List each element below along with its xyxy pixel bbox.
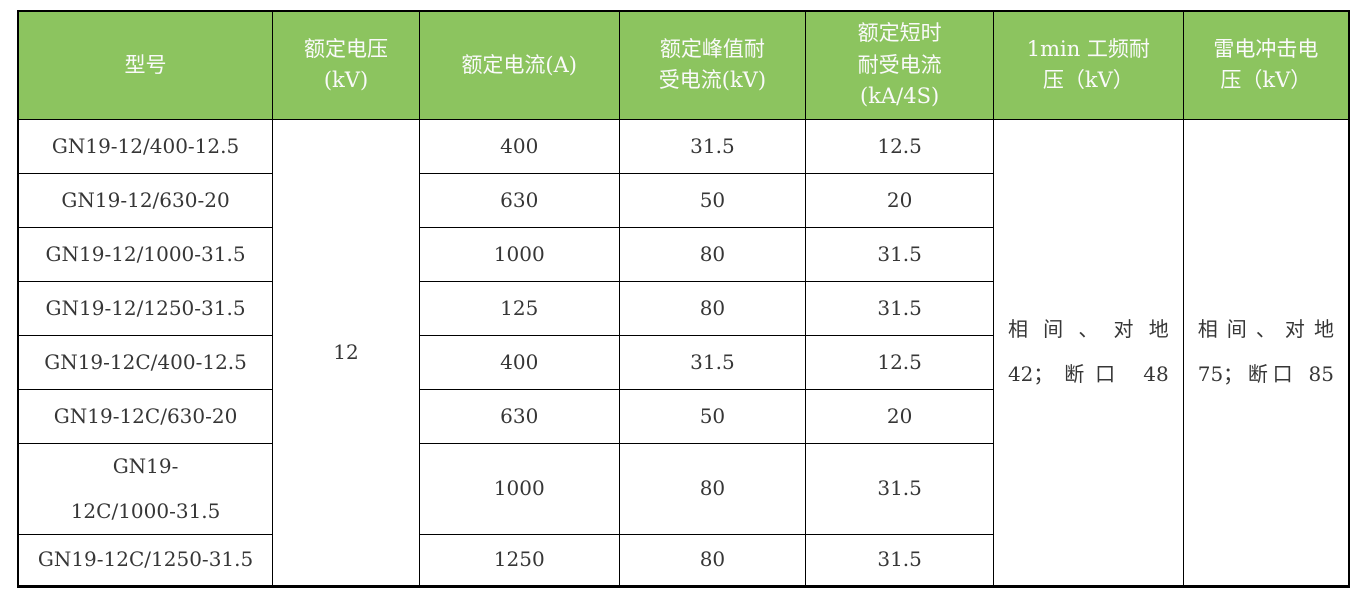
table-header-row: 型号 额定电压 (kV) 额定电流(A) 额定峰值耐 受电流(kV) 额定短时 … (17, 10, 1350, 120)
peak-withstand-cell: 31.5 (618, 118, 807, 174)
rated-current-cell: 400 (418, 334, 620, 390)
rated-current-cell: 630 (418, 172, 620, 228)
switch-spec-table: 型号 额定电压 (kV) 额定电流(A) 额定峰值耐 受电流(kV) 额定短时 … (17, 10, 1350, 588)
lightning-impulse-merged-cell: 相间、对地 75；断口 85 (1182, 118, 1350, 587)
model-cell: GN19-12/400-12.5 (17, 118, 274, 174)
peak-withstand-cell: 31.5 (618, 334, 807, 390)
header-short-time-withstand-current: 额定短时 耐受电流 (kA/4S) (805, 10, 994, 120)
peak-withstand-cell: 50 (618, 172, 807, 228)
model-cell: GN19-12/1250-31.5 (17, 280, 274, 336)
short-time-withstand-cell: 20 (805, 388, 994, 444)
short-time-withstand-cell: 12.5 (805, 118, 994, 174)
model-cell: GN19-12C/400-12.5 (17, 334, 274, 390)
rated-current-cell: 1250 (418, 533, 620, 587)
peak-withstand-cell: 50 (618, 388, 807, 444)
rated-voltage-merged-cell: 12 (272, 118, 420, 587)
model-cell: GN19-12C/1250-31.5 (17, 533, 274, 587)
table-row: GN19-12C/400-12.5 400 31.5 12.5 (17, 334, 1349, 390)
model-cell: GN19-12C/630-20 (17, 388, 274, 444)
header-lightning-impulse-voltage: 雷电冲击电 压（kV） (1182, 10, 1350, 120)
model-cell: GN19- 12C/1000-31.5 (17, 442, 274, 535)
peak-withstand-cell: 80 (618, 280, 807, 336)
short-time-withstand-cell: 31.5 (805, 280, 994, 336)
rated-current-cell: 400 (418, 118, 620, 174)
power-frequency-withstand-merged-cell: 相间、对地 42；断口 48 (992, 118, 1184, 587)
short-time-withstand-cell: 31.5 (805, 533, 994, 587)
table-row: GN19-12C/630-20 630 50 20 (17, 388, 1349, 444)
table-row: GN19-12/1250-31.5 125 80 31.5 (17, 280, 1349, 336)
header-power-frequency-withstand-voltage: 1min 工频耐 压（kV） (992, 10, 1184, 120)
short-time-withstand-cell: 20 (805, 172, 994, 228)
table-row: GN19-12C/1250-31.5 1250 80 31.5 (17, 533, 1349, 587)
header-model: 型号 (17, 10, 274, 120)
short-time-withstand-cell: 31.5 (805, 442, 994, 535)
header-rated-voltage: 额定电压 (kV) (272, 10, 420, 120)
peak-withstand-cell: 80 (618, 442, 807, 535)
table-row: GN19-12/400-12.5 12 400 31.5 12.5 相间、对地 … (17, 118, 1350, 587)
short-time-withstand-cell: 12.5 (805, 334, 994, 390)
rated-current-cell: 125 (418, 280, 620, 336)
header-rated-current: 额定电流(A) (418, 10, 620, 120)
rated-current-cell: 1000 (418, 226, 620, 282)
rated-current-cell: 1000 (418, 442, 620, 535)
table-row: GN19- 12C/1000-31.5 1000 80 31.5 (17, 442, 1349, 535)
header-peak-withstand-current: 额定峰值耐 受电流(kV) (618, 10, 807, 120)
model-cell: GN19-12/1000-31.5 (17, 226, 274, 282)
rated-current-cell: 630 (418, 388, 620, 444)
peak-withstand-cell: 80 (618, 226, 807, 282)
model-cell: GN19-12/630-20 (17, 172, 274, 228)
peak-withstand-cell: 80 (618, 533, 807, 587)
short-time-withstand-cell: 31.5 (805, 226, 994, 282)
